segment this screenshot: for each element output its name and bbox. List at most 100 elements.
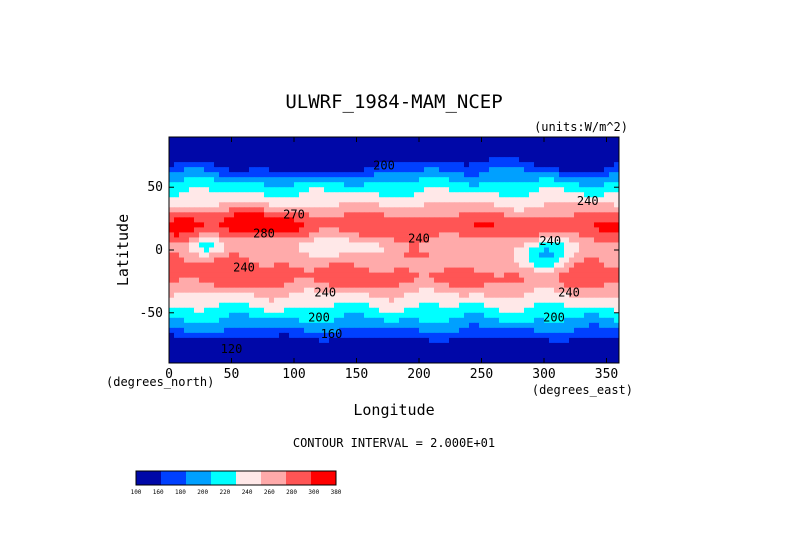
heatmap-cell bbox=[559, 217, 565, 223]
heatmap-cell bbox=[344, 217, 350, 223]
heatmap-cell bbox=[349, 332, 355, 339]
heatmap-cell bbox=[309, 342, 315, 349]
heatmap-cell bbox=[489, 257, 495, 264]
heatmap-cell bbox=[444, 182, 450, 188]
heatmap-cell bbox=[384, 162, 390, 168]
heatmap-cell bbox=[314, 222, 320, 228]
heatmap-cell bbox=[244, 342, 250, 349]
heatmap-cell bbox=[449, 352, 455, 359]
heatmap-cell bbox=[579, 217, 585, 223]
heatmap-cell bbox=[509, 282, 515, 289]
heatmap-cell bbox=[599, 292, 605, 299]
heatmap-cell bbox=[609, 237, 615, 244]
x-unit-label: (degrees_east) bbox=[532, 383, 633, 397]
heatmap-cell bbox=[544, 192, 550, 198]
heatmap-cell bbox=[459, 247, 465, 254]
heatmap-cell bbox=[169, 187, 175, 193]
heatmap-cell bbox=[564, 327, 570, 334]
heatmap-cell bbox=[334, 207, 340, 213]
heatmap-cell bbox=[414, 147, 420, 153]
heatmap-cell bbox=[519, 292, 525, 299]
heatmap-cell bbox=[264, 297, 270, 304]
heatmap-cell bbox=[299, 262, 305, 269]
heatmap-cell bbox=[369, 277, 375, 284]
heatmap-cell bbox=[424, 312, 430, 319]
heatmap-cell bbox=[189, 182, 195, 188]
heatmap-cell bbox=[249, 157, 255, 163]
heatmap-cell bbox=[324, 327, 330, 334]
heatmap-cell bbox=[469, 317, 475, 324]
heatmap-cell bbox=[344, 192, 350, 198]
heatmap-cell bbox=[189, 227, 195, 234]
heatmap-cell bbox=[564, 197, 570, 203]
heatmap-cell bbox=[524, 307, 530, 314]
heatmap-cell bbox=[434, 157, 440, 163]
heatmap-cell bbox=[439, 267, 445, 274]
heatmap-cell bbox=[354, 317, 360, 324]
heatmap-cell bbox=[319, 327, 325, 334]
heatmap-cell bbox=[504, 297, 510, 304]
heatmap-cell bbox=[249, 322, 255, 329]
heatmap-cell bbox=[519, 182, 525, 188]
heatmap-cell bbox=[324, 157, 330, 163]
heatmap-cell bbox=[509, 187, 515, 193]
heatmap-cell bbox=[444, 257, 450, 264]
heatmap-cell bbox=[194, 242, 200, 249]
heatmap-cell bbox=[514, 262, 520, 269]
heatmap-cell bbox=[289, 212, 295, 218]
heatmap-cell bbox=[574, 152, 580, 158]
heatmap-cell bbox=[339, 142, 345, 148]
heatmap-cell bbox=[239, 237, 245, 244]
heatmap-cell bbox=[554, 177, 560, 183]
heatmap-cell bbox=[269, 182, 275, 188]
heatmap-cell bbox=[509, 192, 515, 198]
heatmap-cell bbox=[489, 177, 495, 183]
heatmap-cell bbox=[474, 202, 480, 208]
heatmap-cell bbox=[514, 197, 520, 203]
heatmap-cell bbox=[559, 232, 565, 239]
heatmap-cell bbox=[349, 292, 355, 299]
heatmap-cell bbox=[269, 322, 275, 329]
heatmap-cell bbox=[289, 287, 295, 294]
heatmap-cell bbox=[429, 302, 435, 309]
heatmap-cell bbox=[349, 297, 355, 304]
heatmap-cell bbox=[339, 332, 345, 339]
heatmap-cell bbox=[599, 252, 605, 259]
heatmap-cell bbox=[379, 297, 385, 304]
heatmap-cell bbox=[484, 162, 490, 168]
heatmap-cell bbox=[504, 277, 510, 284]
heatmap-cell bbox=[379, 292, 385, 299]
heatmap-cell bbox=[204, 327, 210, 334]
heatmap-cell bbox=[264, 197, 270, 203]
heatmap-cell bbox=[249, 152, 255, 158]
heatmap-cell bbox=[554, 297, 560, 304]
heatmap-cell bbox=[339, 147, 345, 153]
heatmap-cell bbox=[389, 357, 395, 363]
heatmap-cell bbox=[524, 337, 530, 344]
heatmap-cell bbox=[299, 292, 305, 299]
heatmap-cell bbox=[614, 162, 619, 168]
heatmap-cell bbox=[404, 272, 410, 279]
heatmap-cell bbox=[419, 282, 425, 289]
heatmap-cell bbox=[189, 342, 195, 349]
heatmap-cell bbox=[604, 227, 610, 234]
heatmap-cell bbox=[519, 352, 525, 359]
heatmap-cell bbox=[589, 262, 595, 269]
heatmap-cell bbox=[209, 282, 215, 289]
heatmap-cell bbox=[259, 237, 265, 244]
heatmap-cell bbox=[494, 307, 500, 314]
heatmap-cell bbox=[389, 212, 395, 218]
heatmap-cell bbox=[259, 337, 265, 344]
heatmap-cell bbox=[469, 182, 475, 188]
heatmap-cell bbox=[189, 332, 195, 339]
heatmap-cell bbox=[389, 287, 395, 294]
heatmap-cell bbox=[454, 282, 460, 289]
heatmap-cell bbox=[369, 352, 375, 359]
heatmap-cell bbox=[484, 312, 490, 319]
heatmap-cell bbox=[304, 327, 310, 334]
heatmap-cell bbox=[474, 322, 480, 329]
heatmap-cell bbox=[434, 222, 440, 228]
heatmap-cell bbox=[594, 337, 600, 344]
heatmap-cell bbox=[389, 137, 395, 143]
heatmap-cell bbox=[299, 182, 305, 188]
